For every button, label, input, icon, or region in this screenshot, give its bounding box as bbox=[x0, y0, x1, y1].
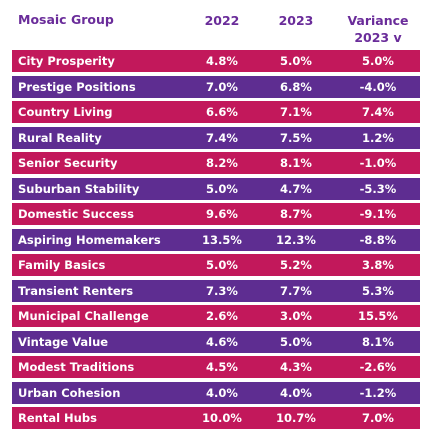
row-variance: -5.3% bbox=[359, 181, 397, 196]
row-value-2023: 5.0% bbox=[280, 334, 312, 349]
row-group-name: Rental Hubs bbox=[18, 411, 97, 425]
row-group-name: Rural Reality bbox=[18, 130, 102, 145]
table-row: Domestic Success 9.6% 8.7% -9.1% bbox=[12, 203, 420, 225]
row-value-2023: 3.0% bbox=[280, 309, 312, 323]
row-value-2023: 4.0% bbox=[280, 385, 312, 400]
row-group-name: City Prosperity bbox=[18, 54, 115, 68]
row-variance: -1.0% bbox=[359, 156, 397, 170]
row-group-name: Vintage Value bbox=[18, 334, 109, 349]
row-group-name: Transient Renters bbox=[18, 283, 134, 298]
table-row: Vintage Value 4.6% 5.0% 8.1% bbox=[12, 330, 420, 353]
row-value-2023: 6.8% bbox=[280, 79, 312, 94]
row-group-name: Modest Traditions bbox=[18, 360, 135, 374]
row-value-2023: 12.3% bbox=[276, 232, 316, 247]
row-group-name: Prestige Positions bbox=[18, 79, 136, 94]
row-value-2022: 4.5% bbox=[206, 360, 238, 374]
row-value-2022: 7.0% bbox=[206, 79, 238, 94]
row-variance: 7.4% bbox=[362, 105, 394, 119]
row-variance: 5.0% bbox=[362, 54, 394, 68]
header-variance-line1: Variance bbox=[347, 13, 409, 28]
row-value-2023: 5.0% bbox=[280, 54, 312, 68]
table-row: Country Living 6.6% 7.1% 7.4% bbox=[12, 101, 420, 123]
row-value-2023: 8.1% bbox=[280, 156, 312, 170]
row-value-2023: 7.7% bbox=[280, 283, 312, 298]
row-variance: 5.3% bbox=[362, 283, 394, 298]
row-group-name: Municipal Challenge bbox=[18, 309, 149, 323]
table-row: Municipal Challenge 2.6% 3.0% 15.5% bbox=[12, 305, 420, 327]
row-variance: 1.2% bbox=[362, 130, 394, 145]
row-group-name: Senior Security bbox=[18, 156, 118, 170]
row-value-2023: 10.7% bbox=[276, 411, 316, 425]
row-value-2022: 6.6% bbox=[206, 105, 238, 119]
row-value-2022: 4.8% bbox=[206, 54, 238, 68]
row-value-2023: 7.5% bbox=[280, 130, 312, 145]
table-row: Transient Renters 7.3% 7.7% 5.3% bbox=[12, 279, 420, 302]
row-variance: -8.8% bbox=[359, 232, 397, 247]
table-row: Family Basics 5.0% 5.2% 3.8% bbox=[12, 254, 420, 276]
row-group-name: Country Living bbox=[18, 105, 113, 119]
row-value-2023: 5.2% bbox=[280, 258, 312, 272]
row-variance: -9.1% bbox=[359, 207, 397, 221]
table-row: Urban Cohesion 4.0% 4.0% -1.2% bbox=[12, 381, 420, 404]
row-value-2022: 7.4% bbox=[206, 130, 238, 145]
row-value-2023: 4.3% bbox=[280, 360, 312, 374]
row-group-name: Suburban Stability bbox=[18, 181, 140, 196]
row-value-2022: 2.6% bbox=[206, 309, 238, 323]
header-mosaic-group: Mosaic Group bbox=[18, 12, 114, 27]
row-value-2022: 4.0% bbox=[206, 385, 238, 400]
row-value-2023: 8.7% bbox=[280, 207, 312, 221]
table-body: City Prosperity 4.8% 5.0% 5.0% Prestige Posi… bbox=[12, 50, 420, 429]
table-row: Aspiring Homemakers 13.5% 12.3% -8.8% bbox=[12, 228, 420, 251]
header-2023: 2023 bbox=[278, 13, 314, 28]
row-variance: -4.0% bbox=[359, 79, 397, 94]
row-value-2022: 5.0% bbox=[206, 258, 238, 272]
row-value-2022: 10.0% bbox=[202, 411, 242, 425]
row-value-2022: 9.6% bbox=[206, 207, 238, 221]
table-header: Mosaic Group 2022 2023 Variance 2023 v 2… bbox=[12, 8, 420, 62]
row-variance: 15.5% bbox=[358, 309, 398, 323]
table-row: Rental Hubs 10.0% 10.7% 7.0% bbox=[12, 407, 420, 429]
table-row: Rural Reality 7.4% 7.5% 1.2% bbox=[12, 126, 420, 149]
row-value-2022: 7.3% bbox=[206, 283, 238, 298]
row-value-2023: 4.7% bbox=[280, 181, 312, 196]
table-row: Senior Security 8.2% 8.1% -1.0% bbox=[12, 152, 420, 174]
row-variance: 3.8% bbox=[362, 258, 394, 272]
row-value-2022: 5.0% bbox=[206, 181, 238, 196]
row-group-name: Urban Cohesion bbox=[18, 385, 121, 400]
header-2022: 2022 bbox=[204, 13, 240, 28]
row-value-2022: 13.5% bbox=[202, 232, 242, 247]
row-group-name: Aspiring Homemakers bbox=[18, 232, 161, 247]
mosaic-variance-table: Mosaic Group 2022 2023 Variance 2023 v 2… bbox=[12, 8, 420, 433]
row-group-name: Domestic Success bbox=[18, 207, 134, 221]
table-row: Prestige Positions 7.0% 6.8% -4.0% bbox=[12, 75, 420, 98]
row-variance: 8.1% bbox=[362, 334, 394, 349]
table-row: City Prosperity 4.8% 5.0% 5.0% bbox=[12, 50, 420, 72]
table-row: Modest Traditions 4.5% 4.3% -2.6% bbox=[12, 356, 420, 378]
row-variance: -2.6% bbox=[359, 360, 397, 374]
table-row: Suburban Stability 5.0% 4.7% -5.3% bbox=[12, 177, 420, 200]
row-variance: -1.2% bbox=[359, 385, 397, 400]
row-value-2022: 4.6% bbox=[206, 334, 238, 349]
row-value-2022: 8.2% bbox=[206, 156, 238, 170]
row-variance: 7.0% bbox=[362, 411, 394, 425]
row-value-2023: 7.1% bbox=[280, 105, 312, 119]
row-group-name: Family Basics bbox=[18, 258, 106, 272]
